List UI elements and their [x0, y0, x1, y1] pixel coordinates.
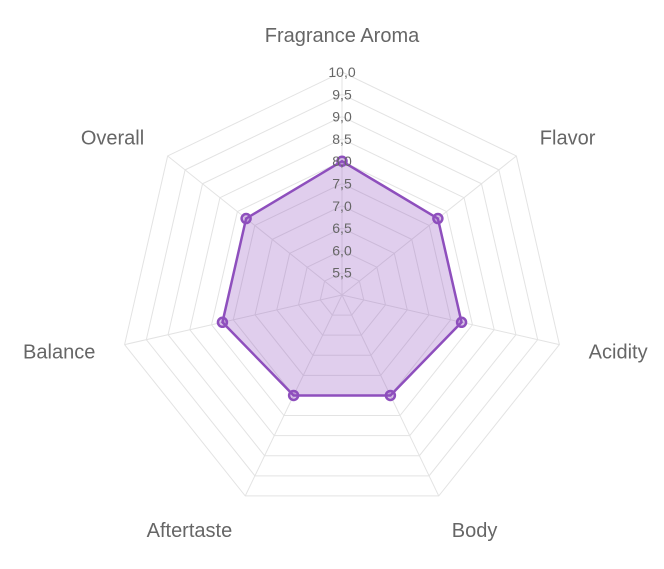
- axis-label-aftertaste: Aftertaste: [147, 520, 233, 542]
- grid-ring-7: [254, 205, 430, 376]
- point-flavor: [432, 212, 444, 225]
- grid-ring-10: [124, 71, 560, 497]
- point-overall: [240, 212, 252, 225]
- grid-ring-9-5: [145, 93, 539, 477]
- grid-ring-8-5: [189, 138, 495, 437]
- tick-label: 5,5: [332, 265, 352, 281]
- grid-ring-8: [211, 160, 473, 417]
- axis-label-overall: Overall: [81, 127, 144, 149]
- tick-label: 9,0: [332, 109, 352, 125]
- point-acidity: [455, 316, 468, 329]
- tick-label: 6,5: [332, 220, 352, 236]
- spoke-acidity: [341, 294, 560, 346]
- tick-label: 8,0: [332, 153, 352, 169]
- tick-label: 6,0: [332, 242, 352, 258]
- tick-label: 9,5: [332, 86, 352, 102]
- tick-label: 10,0: [328, 64, 355, 80]
- point-fragrance-aroma: [336, 155, 348, 167]
- spoke-balance: [124, 294, 343, 346]
- axis-label-balance: Balance: [23, 341, 95, 363]
- radar-series: [216, 155, 468, 402]
- tick-label: 7,0: [332, 198, 352, 214]
- point-aftertaste: [287, 389, 300, 402]
- tick-label: 7,5: [332, 176, 352, 192]
- spoke-overall: [167, 155, 343, 296]
- axis-label-fragrance-aroma: Fragrance Aroma: [265, 25, 420, 47]
- grid-ring-6: [297, 249, 387, 336]
- spoke-flavor: [341, 155, 517, 296]
- radial-tick-labels: 10,0 9,5 9,0 8,5 8,0 7,5 7,0 6,5 6,0 5,5: [328, 64, 355, 281]
- axis-label-body: Body: [452, 520, 498, 542]
- axis-label-acidity: Acidity: [589, 341, 648, 363]
- axis-label-flavor: Flavor: [540, 127, 596, 149]
- grid-ring-5-5: [319, 272, 365, 316]
- grid-ring-6-5: [276, 227, 408, 356]
- tick-label: 8,5: [332, 131, 352, 147]
- grid-ring-9: [167, 116, 517, 457]
- point-balance: [216, 316, 229, 329]
- axis-labels: Fragrance Aroma Flavor Acidity Body Aftertas…: [23, 25, 648, 542]
- point-body: [384, 389, 397, 402]
- series-area-0: [221, 159, 463, 397]
